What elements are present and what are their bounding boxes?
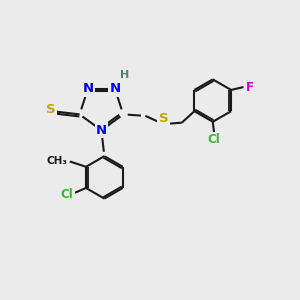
Text: Cl: Cl: [61, 188, 74, 201]
Text: H: H: [120, 70, 129, 80]
Text: CH₃: CH₃: [46, 156, 68, 166]
Text: N: N: [96, 124, 107, 137]
Text: S: S: [159, 112, 168, 125]
Text: S: S: [46, 103, 56, 116]
Text: N: N: [82, 82, 94, 95]
Text: N: N: [110, 82, 121, 95]
Text: F: F: [246, 80, 254, 94]
Text: Cl: Cl: [208, 133, 220, 146]
